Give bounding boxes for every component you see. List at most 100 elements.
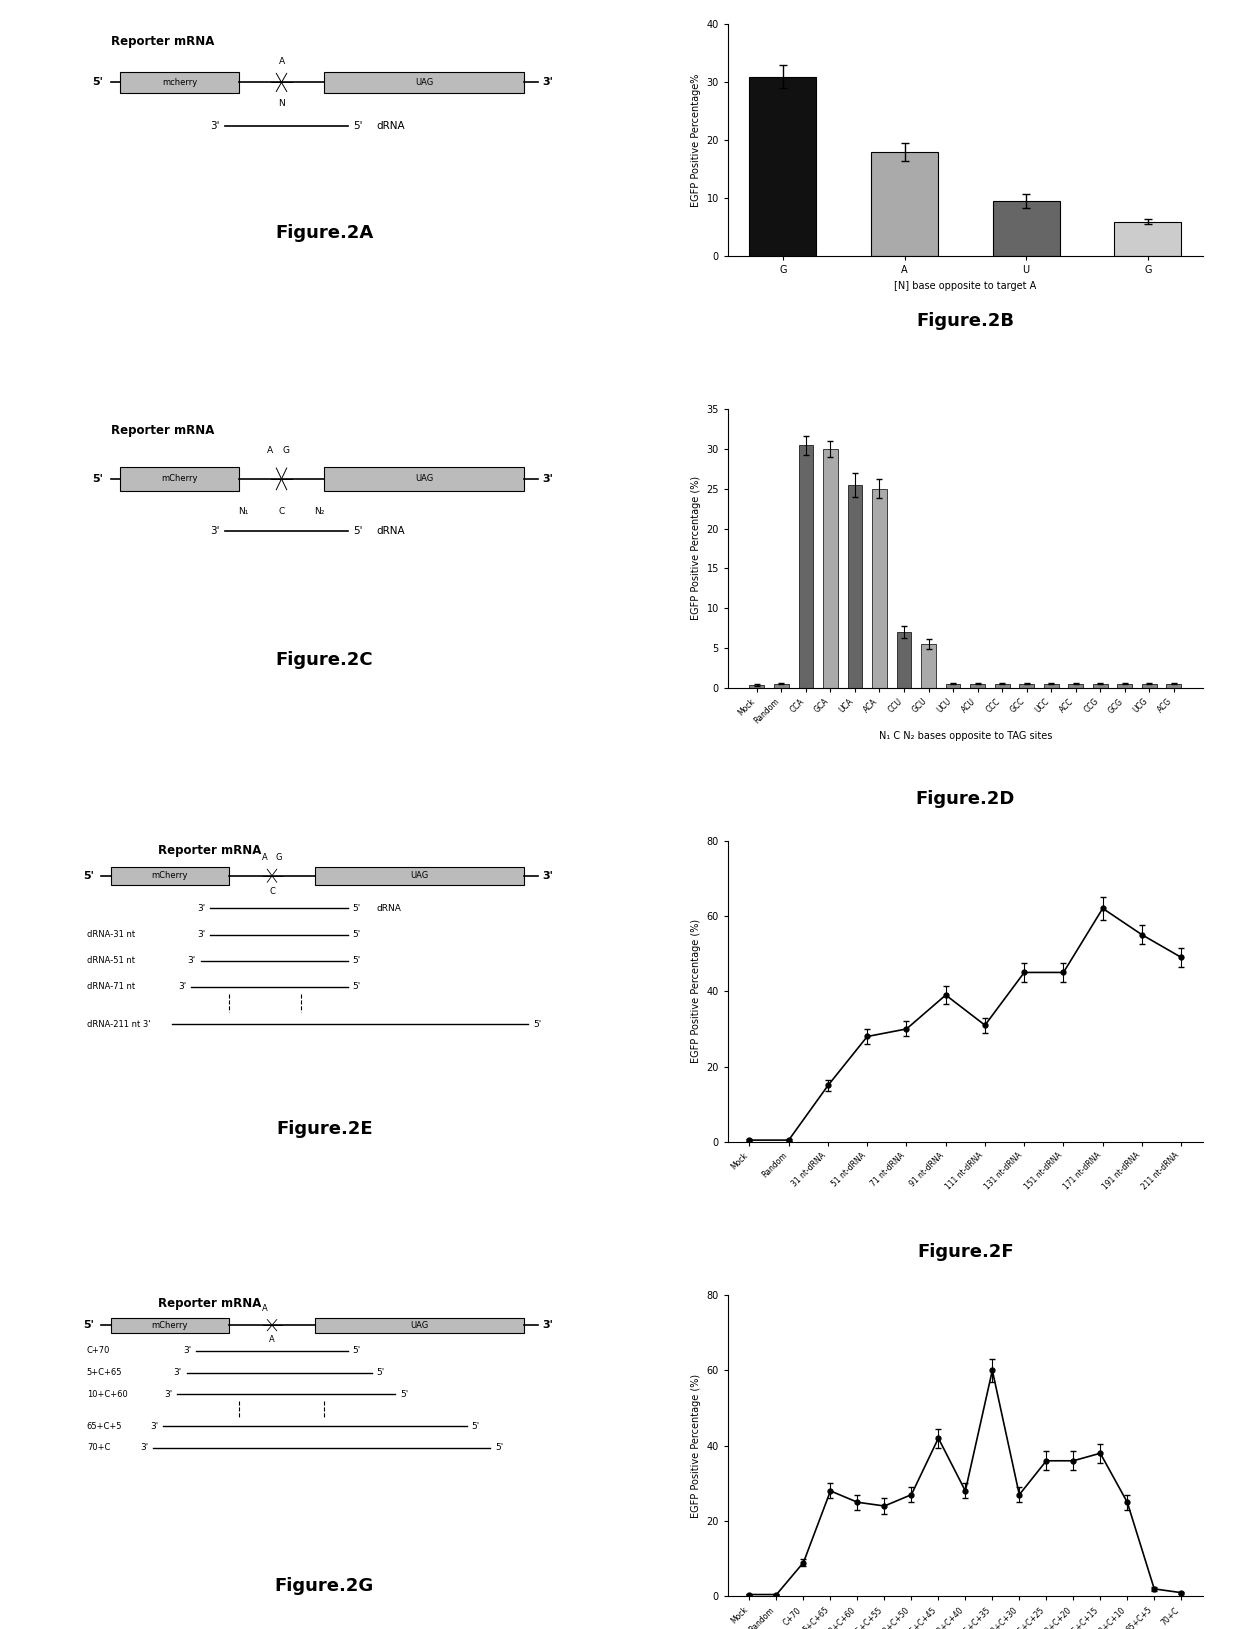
Bar xyxy=(872,151,937,256)
Text: 5': 5' xyxy=(83,872,94,881)
Text: C+70: C+70 xyxy=(87,1347,110,1355)
FancyBboxPatch shape xyxy=(110,867,229,885)
Text: UAG: UAG xyxy=(415,78,433,86)
Text: A: A xyxy=(279,57,284,67)
Text: 5': 5' xyxy=(352,956,361,964)
Text: 3': 3' xyxy=(543,1319,553,1331)
Text: C: C xyxy=(269,886,275,896)
Text: 5': 5' xyxy=(93,78,103,88)
Text: 5': 5' xyxy=(83,1319,94,1331)
Text: 3': 3' xyxy=(197,930,206,938)
Y-axis label: EGFP Positive Percentage (%): EGFP Positive Percentage (%) xyxy=(691,1373,701,1518)
Bar xyxy=(1115,222,1182,256)
Text: 3': 3' xyxy=(211,121,219,130)
Text: 5': 5' xyxy=(377,1368,384,1377)
Text: mCherry: mCherry xyxy=(151,872,188,880)
Text: 5+C+65: 5+C+65 xyxy=(87,1368,123,1377)
Bar xyxy=(749,686,764,687)
Bar xyxy=(897,632,911,687)
Bar xyxy=(774,684,789,687)
Text: dRNA: dRNA xyxy=(377,904,402,912)
Y-axis label: EGFP Positive Percentage (%): EGFP Positive Percentage (%) xyxy=(691,919,701,1064)
Text: 3': 3' xyxy=(164,1390,172,1399)
Text: UAG: UAG xyxy=(415,474,433,484)
Text: C: C xyxy=(279,507,285,516)
Text: Figure.2A: Figure.2A xyxy=(275,225,373,243)
Text: 70+C: 70+C xyxy=(87,1443,110,1453)
Text: 5': 5' xyxy=(93,474,103,484)
FancyBboxPatch shape xyxy=(315,867,523,885)
Text: 65+C+5: 65+C+5 xyxy=(87,1422,123,1430)
Text: Figure.2B: Figure.2B xyxy=(916,311,1014,329)
Bar xyxy=(946,684,961,687)
Text: G: G xyxy=(283,445,290,454)
Text: 5': 5' xyxy=(352,930,361,938)
Text: Reporter mRNA: Reporter mRNA xyxy=(157,844,262,857)
Text: UAG: UAG xyxy=(410,1321,428,1329)
Text: 3': 3' xyxy=(543,872,553,881)
X-axis label: [N] base opposite to target A: [N] base opposite to target A xyxy=(894,280,1037,292)
Bar xyxy=(872,489,887,687)
Text: 3': 3' xyxy=(150,1422,157,1430)
FancyBboxPatch shape xyxy=(324,466,523,490)
Text: 3': 3' xyxy=(174,1368,182,1377)
Text: A: A xyxy=(267,445,273,454)
FancyBboxPatch shape xyxy=(324,72,523,93)
Text: 3': 3' xyxy=(543,474,553,484)
Text: 5': 5' xyxy=(352,982,361,992)
Text: 5': 5' xyxy=(401,1390,408,1399)
Text: 5': 5' xyxy=(352,904,361,912)
Text: Figure.2C: Figure.2C xyxy=(275,650,373,670)
Text: 5': 5' xyxy=(352,526,362,536)
Text: Figure.2F: Figure.2F xyxy=(918,1243,1013,1261)
Text: A: A xyxy=(262,852,268,862)
Bar xyxy=(1092,684,1107,687)
Text: G: G xyxy=(275,852,283,862)
Text: 3': 3' xyxy=(140,1443,149,1453)
Text: 3': 3' xyxy=(179,982,186,992)
Text: 5': 5' xyxy=(352,121,362,130)
Text: A: A xyxy=(262,1305,268,1313)
Text: A: A xyxy=(269,1334,275,1344)
Text: Reporter mRNA: Reporter mRNA xyxy=(110,424,215,437)
Text: Figure.2G: Figure.2G xyxy=(274,1577,374,1595)
Text: dRNA-71 nt: dRNA-71 nt xyxy=(87,982,135,992)
Y-axis label: EGFP Positive Percentage (%): EGFP Positive Percentage (%) xyxy=(691,476,701,621)
Bar xyxy=(993,202,1060,256)
Text: Figure.2D: Figure.2D xyxy=(915,790,1016,808)
Text: Figure.2E: Figure.2E xyxy=(277,1121,372,1139)
Text: 3': 3' xyxy=(187,956,196,964)
Bar xyxy=(994,684,1009,687)
Bar xyxy=(799,445,813,687)
Text: dRNA-31 nt: dRNA-31 nt xyxy=(87,930,135,938)
Text: 5': 5' xyxy=(471,1422,480,1430)
Bar xyxy=(1019,684,1034,687)
FancyBboxPatch shape xyxy=(110,1318,229,1333)
Text: Reporter mRNA: Reporter mRNA xyxy=(157,1297,262,1310)
Text: 5': 5' xyxy=(495,1443,503,1453)
Text: mCherry: mCherry xyxy=(161,474,197,484)
Text: 10+C+60: 10+C+60 xyxy=(87,1390,128,1399)
Bar xyxy=(1044,684,1059,687)
Text: dRNA-211 nt 3': dRNA-211 nt 3' xyxy=(87,1020,150,1030)
Text: 3': 3' xyxy=(543,78,553,88)
Text: dRNA-51 nt: dRNA-51 nt xyxy=(87,956,135,964)
Bar xyxy=(921,643,936,687)
Bar xyxy=(970,684,985,687)
Text: dRNA: dRNA xyxy=(377,526,405,536)
Bar xyxy=(848,485,862,687)
FancyBboxPatch shape xyxy=(315,1318,523,1333)
Text: Reporter mRNA: Reporter mRNA xyxy=(110,36,215,49)
Text: 3': 3' xyxy=(197,904,206,912)
Text: 5': 5' xyxy=(533,1020,542,1030)
Text: N: N xyxy=(278,99,285,108)
Text: N₂: N₂ xyxy=(314,507,325,516)
Bar xyxy=(1117,684,1132,687)
Text: 3': 3' xyxy=(211,526,219,536)
Text: 3': 3' xyxy=(184,1347,191,1355)
FancyBboxPatch shape xyxy=(120,72,239,93)
Bar xyxy=(823,450,838,687)
Text: UAG: UAG xyxy=(410,872,428,880)
Bar xyxy=(1142,684,1157,687)
Bar xyxy=(749,77,816,256)
